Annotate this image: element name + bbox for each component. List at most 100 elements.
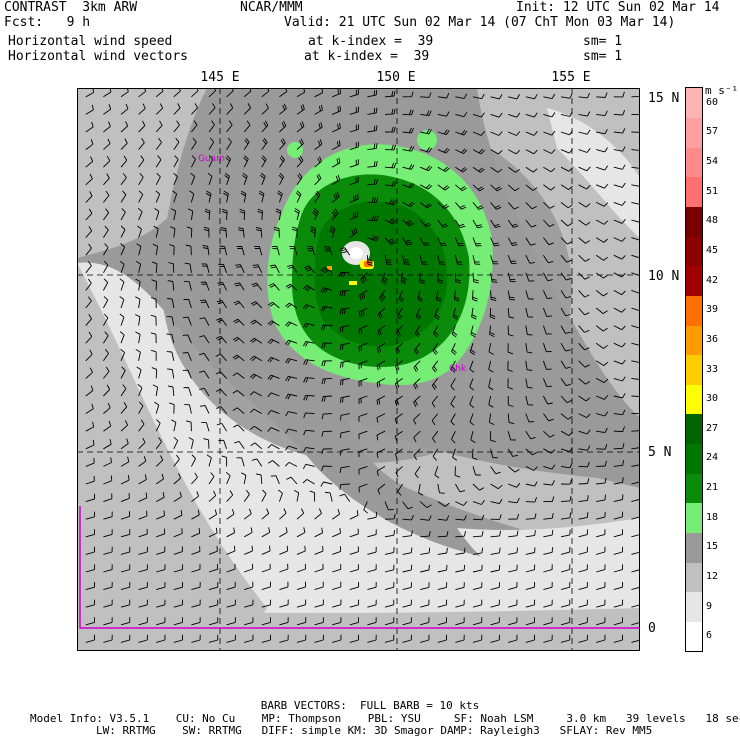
wind-barb [243, 120, 251, 133]
wind-barb [173, 528, 183, 538]
wind-barb [191, 454, 196, 467]
wind-barb [560, 237, 573, 245]
wind-barb [225, 471, 231, 485]
wind-barb [226, 599, 236, 608]
wind-barb [349, 141, 359, 151]
wind-barb [85, 475, 95, 485]
wind-barb [173, 599, 184, 608]
wind-barb [376, 342, 386, 354]
wind-barb [85, 564, 96, 573]
wind-barb [279, 88, 288, 98]
wind-barb [394, 413, 403, 424]
wind-barb [120, 617, 131, 626]
wind-barb [85, 173, 93, 186]
wind-barb [578, 478, 590, 485]
wind-barb [367, 161, 378, 168]
wind-barb [225, 155, 232, 168]
wind-barb [595, 272, 608, 279]
wind-barb [173, 155, 179, 168]
wind-barb [255, 227, 263, 238]
wind-barb [613, 426, 625, 432]
wind-barb [232, 354, 245, 362]
wind-barb [332, 122, 341, 133]
wind-barb [488, 395, 494, 408]
wind-barb [490, 112, 503, 118]
wind-barb [261, 137, 268, 150]
wind-barb [303, 377, 315, 383]
wind-barb [431, 413, 439, 426]
wind-barb [490, 599, 500, 608]
wind-barb [507, 272, 516, 283]
wind-barb [631, 446, 640, 450]
forecast-hour: Fcst: 9 h [4, 15, 91, 30]
wind-barb [279, 545, 289, 555]
wind-barb [525, 634, 536, 643]
wind-barb [284, 461, 298, 467]
wind-barb [226, 545, 236, 555]
wind-barb [631, 113, 640, 115]
wind-barb [508, 564, 518, 573]
wind-barb [418, 483, 424, 496]
wind-barb [296, 581, 307, 591]
wind-barb [578, 272, 590, 280]
wind-barb [432, 430, 439, 443]
wind-barb [103, 599, 113, 608]
wind-barb [525, 325, 533, 336]
wind-barb [155, 172, 161, 186]
wind-barb [578, 254, 590, 262]
wind-barb [208, 634, 219, 643]
wind-barb [314, 545, 324, 555]
wind-barb [451, 343, 457, 356]
wind-barb [578, 237, 591, 244]
wind-barb [542, 307, 552, 317]
wind-barb [455, 184, 467, 192]
wind-barb [631, 307, 640, 312]
wind-barb [437, 202, 450, 210]
wind-barb [613, 325, 626, 331]
wind-barb [560, 546, 571, 555]
wind-barb [525, 599, 536, 608]
wind-barb [455, 166, 468, 173]
wind-barb [331, 208, 339, 221]
wind-barb [367, 89, 378, 98]
wind-barb [420, 515, 432, 521]
wind-barb [183, 387, 192, 397]
wind-barb [613, 599, 624, 608]
wind-barb [490, 530, 502, 538]
wind-barb [249, 391, 263, 397]
wind-barb [349, 546, 359, 555]
wind-barb [437, 147, 450, 154]
wind-barb [285, 428, 298, 434]
wind-barb [173, 103, 181, 115]
wind-barb [153, 225, 159, 238]
wind-barb [376, 395, 386, 406]
wind-barb [560, 290, 572, 299]
wind-barb [349, 159, 359, 168]
wind-barb [243, 103, 251, 115]
wind-barb [296, 155, 304, 168]
wind-barb [135, 331, 141, 344]
colorbar-label: 30 [706, 393, 719, 405]
wind-barb [472, 514, 485, 521]
wind-barb [420, 547, 431, 555]
wind-barb [431, 378, 439, 390]
wind-barb [455, 599, 465, 608]
wind-barb [156, 599, 166, 608]
wind-barb [250, 337, 263, 344]
wind-barb [103, 260, 109, 274]
domain-boundary [79, 506, 640, 629]
wind-barb [331, 191, 340, 203]
wind-barb [314, 156, 322, 168]
wind-barb [472, 599, 483, 608]
wind-barb [332, 105, 341, 115]
wind-barb [135, 296, 141, 309]
wind-barb [314, 599, 324, 608]
wind-barb [595, 219, 609, 225]
wind-barb [507, 378, 513, 390]
wind-barb [420, 634, 430, 643]
wind-barb [437, 166, 450, 172]
wind-barb [490, 617, 500, 626]
wind-barb [155, 492, 165, 502]
wind-barb [85, 581, 96, 591]
wind-barb [154, 401, 160, 414]
